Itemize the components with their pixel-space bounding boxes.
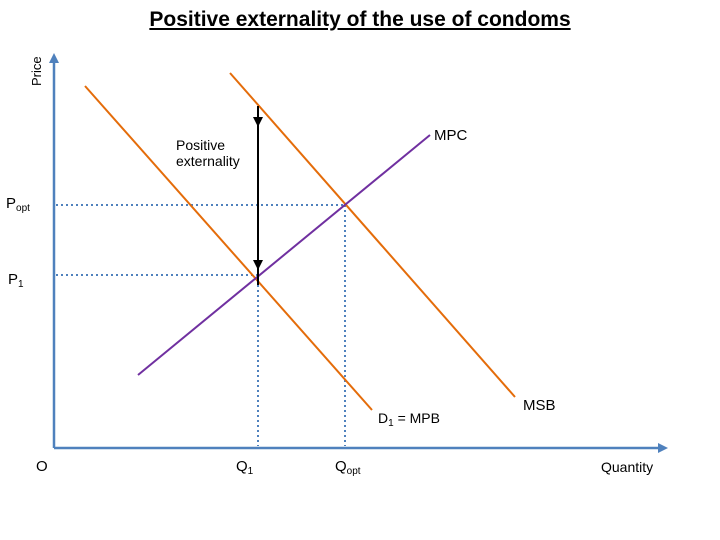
msb-curve xyxy=(229,72,516,398)
demand-mpb-label: D1 = MPB xyxy=(378,410,440,429)
x-axis-label: Quantity xyxy=(601,459,654,475)
msb-label: MSB xyxy=(523,397,556,414)
q-opt-label: Qopt xyxy=(335,458,361,477)
q1-label: Q1 xyxy=(236,458,254,477)
mpc-curve xyxy=(137,134,431,376)
demand-mpb-curve xyxy=(84,85,373,411)
origin-label: O xyxy=(36,458,48,475)
y-axis-label: Price xyxy=(29,56,44,86)
p1-label: P1 xyxy=(8,271,24,290)
mpc-label: MPC xyxy=(434,127,468,144)
chart-title: Positive externality of the use of condo… xyxy=(149,8,571,31)
positive-externality-label: Positive externality xyxy=(176,137,240,169)
p-opt-label: Popt xyxy=(6,195,30,214)
